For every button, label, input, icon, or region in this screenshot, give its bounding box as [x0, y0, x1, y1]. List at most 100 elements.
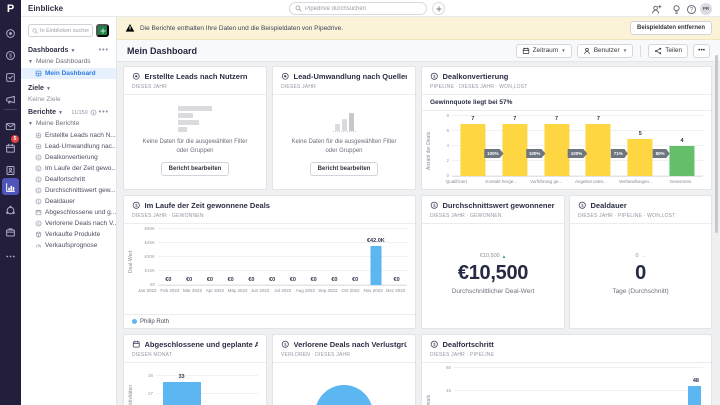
dollar-icon: $: [430, 72, 439, 81]
bar-segment: [163, 382, 201, 405]
axis-tick-label: 0: [432, 173, 449, 178]
rail-item-projects-check[interactable]: [0, 69, 21, 85]
report-item[interactable]: Verkaufte Produkte: [21, 229, 116, 240]
rail-item-campaigns-megaphone[interactable]: [0, 91, 21, 107]
funnel-stage: 580%: [619, 117, 661, 176]
ziele-empty-text: Keine Ziele: [21, 96, 116, 103]
info-icon[interactable]: [90, 109, 97, 116]
value-label: 5: [639, 131, 642, 137]
sidebar-search-input[interactable]: [40, 28, 89, 34]
chart-skeleton-icon: [178, 106, 212, 132]
global-search-input[interactable]: [305, 6, 421, 12]
rail-divider: [4, 109, 17, 110]
dollar-icon: $: [35, 198, 42, 205]
chevron-down-icon: ▼: [28, 121, 33, 127]
report-item[interactable]: $Dealdauer: [21, 196, 116, 207]
conversion-badge: 100%: [526, 149, 546, 158]
my-dashboards-group[interactable]: ▼Meine Dashboards: [21, 58, 116, 65]
report-item[interactable]: $Durchschnittswert gew...: [21, 185, 116, 196]
rail-item-contacts-book[interactable]: [0, 162, 21, 178]
berichte-section-header[interactable]: Berichte▼ 11/150 •••: [21, 109, 116, 116]
axis-tick-label: 45: [434, 388, 451, 393]
rail-item-mail-envelope[interactable]: [0, 118, 21, 134]
edit-report-button[interactable]: Bericht bearbeiten: [310, 162, 379, 176]
zeitraum-button[interactable]: Zeitraum▼: [516, 44, 572, 58]
mail-envelope-icon: [5, 121, 16, 132]
bar-slot: 48: [454, 369, 703, 405]
quick-add-button[interactable]: [432, 2, 445, 15]
target-icon: [35, 143, 42, 150]
ziele-section-header[interactable]: Ziele▼: [21, 85, 116, 92]
remove-sample-data-button[interactable]: Beispieldaten entfernen: [630, 21, 712, 35]
svg-text:$: $: [135, 203, 138, 208]
invite-users-icon[interactable]: [650, 3, 662, 15]
rail-item-insights-chart[interactable]: [0, 179, 21, 195]
pipedrive-logo[interactable]: P: [0, 3, 21, 15]
dollar-icon: $: [35, 187, 42, 194]
dashboards-label: Dashboards: [28, 47, 68, 54]
global-search[interactable]: [289, 2, 427, 15]
add-insight-button[interactable]: [96, 24, 109, 37]
dashboard-more-button[interactable]: •••: [693, 44, 710, 58]
card-title: Durchschnittswert gewonnener Deals: [443, 201, 557, 210]
rail-item-automations-globe[interactable]: [0, 202, 21, 218]
card-header: $DealkonvertierungPIPELINE · DIESES JAHR…: [422, 67, 711, 95]
value-label: 7: [513, 116, 516, 122]
x-tick-label: Jun 2022: [249, 288, 272, 293]
stacked-bar-chart: Anzahl der Deals1530456048: [422, 363, 711, 405]
search-icon: [295, 5, 302, 12]
svg-text:$: $: [38, 189, 40, 193]
rail-item-more-ellipsis[interactable]: [0, 248, 21, 264]
x-tick-label: Feb 2022: [159, 288, 182, 293]
report-item[interactable]: $Dealkonvertierung: [21, 152, 116, 163]
benutzer-button[interactable]: Benutzer▼: [577, 44, 634, 58]
report-item[interactable]: Abgeschlossene und g...: [21, 207, 116, 218]
my-dashboards-label: Meine Dashboards: [36, 58, 91, 65]
my-reports-group[interactable]: ▼Meine Berichte: [21, 120, 116, 127]
value-label: €0: [331, 277, 337, 283]
chevron-down-icon: ▼: [58, 110, 63, 116]
rail-item-activities-calendar[interactable]: [0, 140, 21, 156]
report-item-label: Dealkonvertierung: [45, 154, 98, 161]
report-item[interactable]: $Im Laufe der Zeit gewo...: [21, 163, 116, 174]
user-avatar[interactable]: PR: [700, 3, 712, 15]
month-slot: €0: [345, 230, 366, 285]
report-item[interactable]: $Dealfortschritt: [21, 174, 116, 185]
dashboards-more-icon[interactable]: •••: [99, 47, 109, 54]
x-tick-label: Qualifiziert: [434, 179, 479, 184]
vertical-scrollbar[interactable]: [715, 55, 718, 233]
help-icon[interactable]: ?: [685, 3, 697, 15]
dashboards-section-header[interactable]: Dashboards▼ •••: [21, 47, 116, 54]
report-item-label: Dealdauer: [45, 198, 75, 205]
dollar-icon: $: [35, 165, 42, 172]
plus-icon: [99, 27, 107, 35]
big-value: €10,500: [458, 262, 528, 285]
card-title: Dealdauer: [591, 201, 627, 210]
axis-tick-label: 36: [136, 373, 153, 378]
funnel-stage: 7100%: [494, 117, 536, 176]
value-label: 7: [555, 116, 558, 122]
card-header: Abgeschlossene und geplante AktivitätenD…: [124, 335, 266, 363]
edit-report-button[interactable]: Bericht bearbeiten: [161, 162, 230, 176]
report-item-label: Im Laufe der Zeit gewo...: [45, 165, 116, 172]
report-item[interactable]: Verkaufsprognose: [21, 240, 116, 251]
sidebar-search[interactable]: [28, 24, 93, 37]
svg-text:$: $: [433, 342, 436, 347]
rail-item-marketplace-box[interactable]: [0, 224, 21, 240]
bar: [502, 124, 527, 177]
report-item[interactable]: Lead-Umwandlung nac...: [21, 141, 116, 152]
report-item[interactable]: $Verlorene Deals nach V...: [21, 218, 116, 229]
report-item-label: Verkaufte Produkte: [45, 231, 100, 238]
report-item[interactable]: Erstellte Leads nach N...: [21, 130, 116, 141]
rail-item-deals-dollar[interactable]: $: [0, 47, 21, 63]
svg-text:$: $: [284, 342, 287, 347]
svg-text:$: $: [433, 203, 436, 208]
rail-item-leads-target[interactable]: [0, 25, 21, 41]
ideas-lightbulb-icon[interactable]: [670, 3, 682, 15]
teilen-button[interactable]: Teilen: [648, 44, 688, 58]
report-card-1: Erstellte Leads nach NutzernDIESES JAHRK…: [123, 66, 267, 190]
share-icon: [654, 47, 662, 55]
berichte-more-icon[interactable]: •••: [99, 109, 109, 116]
sidebar-item-mein-dashboard[interactable]: Mein Dashboard: [21, 68, 116, 79]
benutzer-label: Benutzer: [594, 47, 620, 54]
